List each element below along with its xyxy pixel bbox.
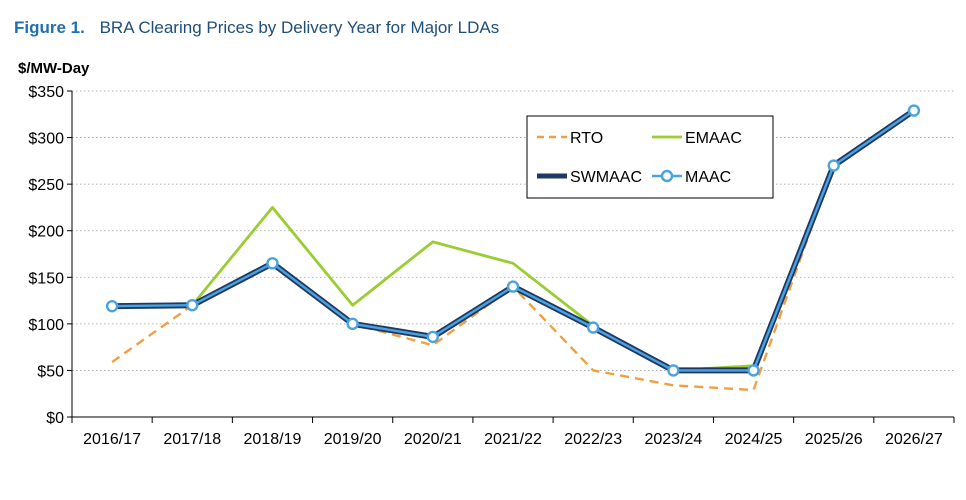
- x-tick-label: 2021/22: [484, 431, 542, 448]
- data-point-maac: [266, 257, 279, 270]
- x-tick-label: 2026/27: [885, 431, 943, 448]
- x-tick-label: 2022/23: [564, 431, 622, 448]
- y-tick-label: $150: [28, 270, 64, 287]
- series-lines: [105, 104, 921, 392]
- x-tick-label: 2025/26: [805, 431, 863, 448]
- data-point-maac: [105, 299, 119, 313]
- x-tick-label: 2017/18: [163, 431, 221, 448]
- x-tick-label: 2024/25: [725, 431, 783, 448]
- x-axis-ticks: 2016/17 2017/18 2018/19 2019/20 2020/21 2021/…: [71, 417, 955, 448]
- data-point-maac: [506, 280, 520, 293]
- y-axis-ticks: $0 $50 $100 $150 $200 $250 $300 $350: [28, 84, 72, 427]
- data-point-maac: [827, 159, 840, 172]
- y-tick-label: $50: [37, 363, 64, 380]
- x-tick-label: 2019/20: [324, 431, 382, 448]
- data-point-maac: [346, 317, 359, 331]
- legend-marker-maac: [660, 169, 674, 183]
- data-point-maac: [907, 104, 921, 117]
- series-line-rto: [111, 109, 915, 392]
- gridlines: [72, 90, 954, 371]
- axes: [71, 91, 954, 418]
- figure-number: Figure 1.: [14, 18, 85, 37]
- data-point-maac: [667, 364, 680, 377]
- y-tick-label: $200: [28, 224, 64, 241]
- y-tick-label: $0: [46, 410, 64, 427]
- legend-label-rto: RTO: [570, 130, 603, 147]
- data-point-maac: [747, 364, 760, 377]
- x-tick-label: 2020/21: [404, 431, 462, 448]
- series-line-swmaac: [112, 108, 916, 374]
- legend: RTO EMAAC SWMAAC MAAC: [526, 115, 774, 199]
- figure-title: Figure 1. BRA Clearing Prices by Deliver…: [14, 18, 499, 38]
- legend-box: [526, 115, 774, 199]
- y-tick-label: $100: [28, 317, 64, 334]
- data-point-maac: [426, 330, 440, 344]
- x-tick-label: 2016/17: [83, 431, 141, 448]
- y-tick-label: $300: [28, 131, 64, 148]
- series-line-emaac: [112, 109, 915, 372]
- figure-title-text: BRA Clearing Prices by Delivery Year for…: [99, 18, 500, 37]
- y-axis-unit-label: $/MW-Day: [18, 60, 90, 77]
- x-tick-label: 2018/19: [244, 431, 302, 448]
- x-tick-label: 2023/24: [644, 431, 702, 448]
- legend-label-emaac: EMAAC: [685, 130, 742, 147]
- y-tick-label: $350: [28, 84, 64, 101]
- y-tick-label: $250: [28, 177, 64, 194]
- series-line-maac: [112, 109, 915, 372]
- legend-label-maac: MAAC: [685, 169, 731, 186]
- legend-label-swmaac: SWMAAC: [570, 169, 642, 186]
- data-point-maac: [186, 299, 199, 312]
- data-point-maac: [586, 321, 600, 334]
